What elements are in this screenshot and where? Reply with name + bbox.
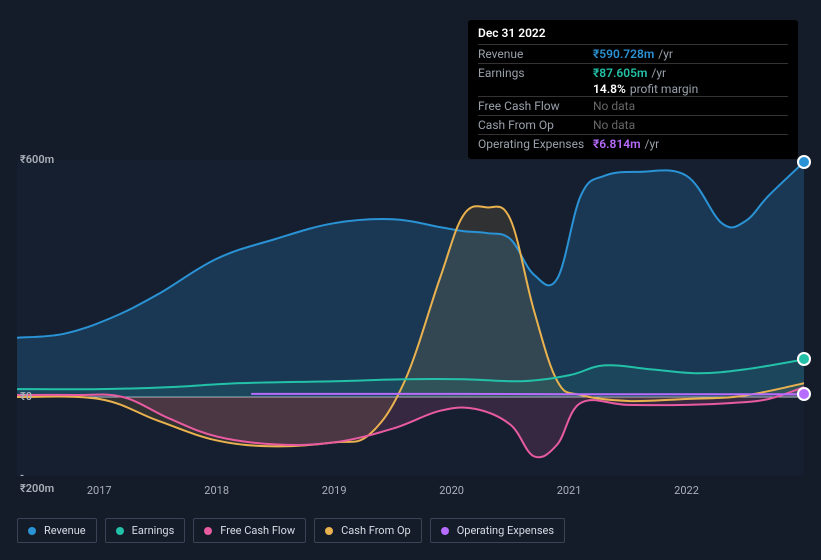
tooltip-row-label: Operating Expenses	[478, 137, 593, 151]
tooltip-row-value: ₹590.728m/yr	[593, 47, 673, 61]
legend-dot-icon	[325, 527, 333, 535]
financials-chart[interactable]	[17, 160, 804, 480]
tooltip-row-label: Revenue	[478, 47, 593, 61]
x-axis-tick-label: 2018	[204, 484, 229, 497]
chart-legend: Revenue Earnings Free Cash Flow Cash From O…	[17, 518, 565, 543]
series-end-marker	[797, 155, 811, 169]
legend-item[interactable]: Operating Expenses	[430, 518, 565, 543]
x-axis-tick-label: 2019	[322, 484, 347, 497]
legend-item[interactable]: Free Cash Flow	[193, 518, 306, 543]
legend-dot-icon	[204, 527, 212, 535]
tooltip-row: Cash From OpNo data	[478, 115, 788, 134]
tooltip-row-value: No data	[593, 99, 635, 113]
tooltip-row: Earnings₹87.605m/yr	[478, 63, 788, 82]
tooltip-row: Revenue₹590.728m/yr	[478, 44, 788, 63]
tooltip-row-value: No data	[593, 118, 635, 132]
y-axis-tick-label: ₹600m	[20, 153, 31, 166]
legend-item[interactable]: Cash From Op	[314, 518, 422, 543]
legend-label: Cash From Op	[341, 524, 411, 537]
tooltip-row-value: ₹6.814m/yr	[593, 137, 659, 151]
legend-label: Operating Expenses	[457, 524, 554, 537]
legend-item[interactable]: Revenue	[17, 518, 97, 543]
series-end-marker	[797, 387, 811, 401]
tooltip-row-label: Earnings	[478, 66, 593, 80]
x-axis-tick-label: 2021	[557, 484, 582, 497]
tooltip-date: Dec 31 2022	[478, 26, 788, 40]
x-axis-tick-label: 2017	[87, 484, 112, 497]
legend-label: Revenue	[44, 524, 86, 537]
legend-item[interactable]: Earnings	[105, 518, 186, 543]
tooltip-subrow: 14.8%profit margin	[478, 82, 788, 96]
series-end-marker	[797, 352, 811, 366]
x-axis-tick-label: 2020	[439, 484, 464, 497]
y-axis-tick-label: -₹200m	[20, 469, 31, 495]
legend-label: Earnings	[132, 524, 175, 537]
tooltip-row-label: Cash From Op	[478, 118, 593, 132]
tooltip-row-value: ₹87.605m/yr	[593, 66, 666, 80]
chart-tooltip: Dec 31 2022 Revenue₹590.728m/yrEarnings₹…	[468, 20, 798, 159]
legend-dot-icon	[441, 527, 449, 535]
legend-dot-icon	[28, 527, 36, 535]
legend-dot-icon	[116, 527, 124, 535]
tooltip-row: Free Cash FlowNo data	[478, 96, 788, 115]
x-axis-tick-label: 2022	[674, 484, 699, 497]
tooltip-row: Operating Expenses₹6.814m/yr	[478, 134, 788, 153]
chart-canvas	[17, 160, 804, 476]
legend-label: Free Cash Flow	[220, 524, 295, 537]
tooltip-row-label: Free Cash Flow	[478, 99, 593, 113]
y-axis-tick-label: ₹0	[20, 390, 31, 403]
